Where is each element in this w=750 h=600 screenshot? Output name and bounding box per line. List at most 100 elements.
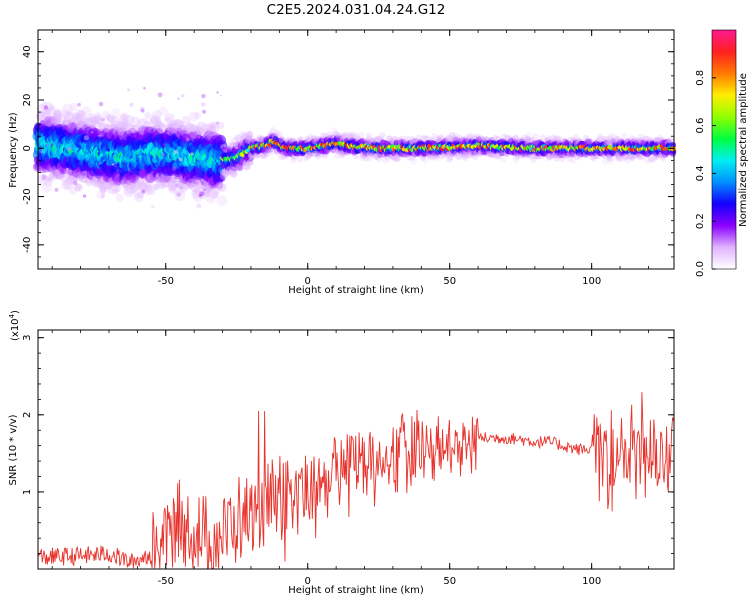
heatmap-cell [106,114,116,124]
heatmap-cell [181,115,191,125]
heatmap-cell [111,188,118,195]
heatmap-cell [109,116,121,128]
heatmap-cell [155,118,162,125]
heatmap-cell [188,111,199,122]
heatmap-cell [117,120,128,131]
heatmap-cell [164,116,172,124]
heatmap-cell [50,114,62,126]
heatmap-cell [86,116,98,128]
heatmap-cell [198,130,201,133]
heatmap-cell [52,109,62,119]
heatmap-cell [83,135,89,141]
heatmap-cell [98,179,106,187]
heatmap-cell [123,183,130,190]
heatmap-cell [669,142,677,149]
heatmap-cell [530,156,537,164]
heatmap-cell [157,92,163,98]
heatmap-cell [73,180,78,186]
heatmap-cell [157,121,165,129]
heatmap-cell [141,189,146,194]
y-tick-label: -20 [22,188,33,204]
heatmap-cell [303,155,310,161]
heatmap-cell [82,116,89,123]
heatmap-cell [342,131,350,139]
heatmap-cell [98,122,106,130]
heatmap-cell [173,149,179,155]
heatmap-cell [143,120,150,128]
heatmap-cell [449,132,455,139]
heatmap-cell [194,125,202,133]
heatmap-cell [97,179,107,189]
heatmap-cell [269,127,277,134]
heatmap-cell [107,187,114,194]
heatmap-cell [245,133,252,141]
heatmap-cell [628,154,636,161]
heatmap-cell [154,120,162,128]
heatmap-cell [278,136,286,143]
heatmap-cell [85,117,96,128]
heatmap-cell [202,189,211,198]
heatmap-cell [448,131,456,138]
heatmap-cell [178,157,183,162]
x-tick-label: 0 [305,276,311,287]
heatmap-cell [107,114,115,123]
heatmap-cell [129,102,134,107]
heatmap-cell [151,204,155,208]
heatmap-cell [373,135,380,143]
heatmap-cell [123,186,134,198]
heatmap-cell [549,134,557,141]
y-tick-label: 40 [22,45,33,58]
heatmap-cell [115,193,124,202]
heatmap-cell [54,187,59,192]
heatmap-cell [168,186,176,194]
heatmap-cell [374,136,381,143]
heatmap-cell [624,156,632,164]
heatmap-cell [277,153,284,160]
heatmap-cell [110,120,121,131]
heatmap-cell [111,108,121,118]
heatmap-cell [173,118,184,129]
spectrogram-x-axis-label: Height of straight line (km) [288,285,424,296]
heatmap-cell [67,146,73,151]
heatmap-cell [171,119,179,127]
heatmap-cell [41,174,47,180]
heatmap-cell [166,131,169,135]
colorbar-tick-label: 0.4 [695,165,706,181]
heatmap-cell [262,151,269,158]
heatmap-cell [235,134,243,142]
heatmap-cell [153,183,161,191]
heatmap-cell [570,157,577,164]
heatmap-cell [76,110,87,120]
heatmap-cell [125,184,135,195]
colorbar-tick-label: 0.6 [695,118,706,134]
heatmap-cell [196,121,207,132]
heatmap-cell [100,194,105,198]
heatmap-cell [85,178,94,187]
spectrogram-x-ticks: -50 0 50 100 [51,30,649,287]
spectrogram-frame [37,29,675,270]
heatmap-cell [202,109,206,114]
heatmap-cell [177,121,185,129]
heatmap-cell [566,156,573,163]
heatmap-cell [254,152,261,159]
heatmap-cell [192,187,201,196]
heatmap-cell [446,156,453,163]
heatmap-cell [273,129,280,136]
heatmap-cell [194,111,202,120]
heatmap-cell [556,135,563,143]
heatmap-cell [40,150,44,154]
x-tick-label: 50 [443,276,456,287]
heatmap-cell [43,105,49,110]
heatmap-cell [378,132,386,139]
heatmap-cell [66,110,74,118]
heatmap-cell [644,157,651,164]
heatmap-cell [304,136,311,143]
heatmap-cell [120,118,129,127]
heatmap-cell [607,158,614,165]
snr-panel: -50 0 50 100 1 2 3 Height of straight line (k… [8,310,675,596]
heatmap-cell [512,156,520,164]
heatmap-cell [290,156,297,164]
heatmap-cell [68,187,77,196]
heatmap-cell [57,173,65,180]
heatmap-cell [348,131,354,138]
